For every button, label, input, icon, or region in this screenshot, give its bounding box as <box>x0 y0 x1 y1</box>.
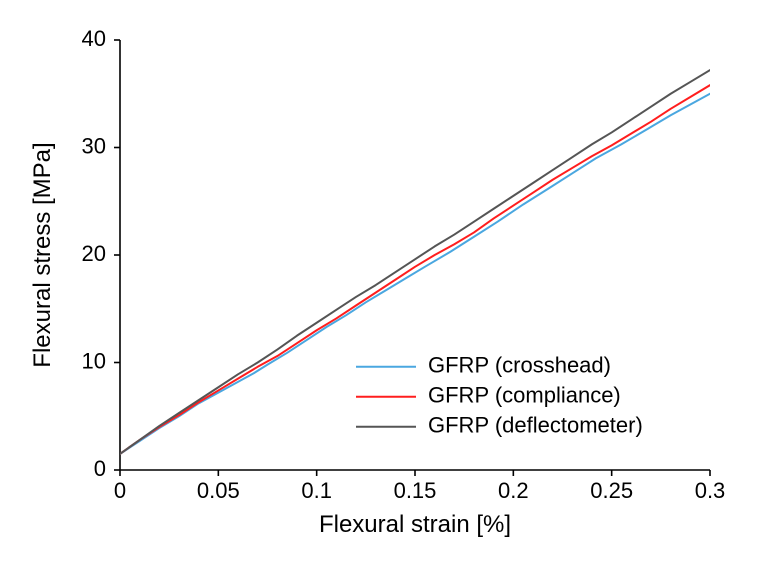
legend-label: GFRP (crosshead) <box>428 353 611 378</box>
y-tick-label: 40 <box>82 26 106 51</box>
x-tick-label: 0.25 <box>590 478 633 503</box>
y-tick-label: 20 <box>82 241 106 266</box>
x-axis-label: Flexural strain [%] <box>319 511 511 538</box>
x-tick-label: 0.3 <box>695 478 726 503</box>
y-axis-label: Flexural stress [MPa] <box>29 142 56 367</box>
x-tick-label: 0.05 <box>197 478 240 503</box>
y-tick-label: 0 <box>94 456 106 481</box>
x-tick-label: 0.1 <box>301 478 332 503</box>
y-tick-label: 30 <box>82 133 106 158</box>
x-tick-label: 0.15 <box>394 478 437 503</box>
x-tick-label: 0.2 <box>498 478 529 503</box>
x-tick-label: 0 <box>114 478 126 503</box>
legend-label: GFRP (compliance) <box>428 383 621 408</box>
stress-strain-chart: 0 10 20 30 40 0 0.05 0.1 0.15 0.2 0.25 0.3 Flexural … <box>0 0 768 581</box>
y-tick-label: 10 <box>82 348 106 373</box>
legend-label: GFRP (deflectometer) <box>428 413 643 438</box>
